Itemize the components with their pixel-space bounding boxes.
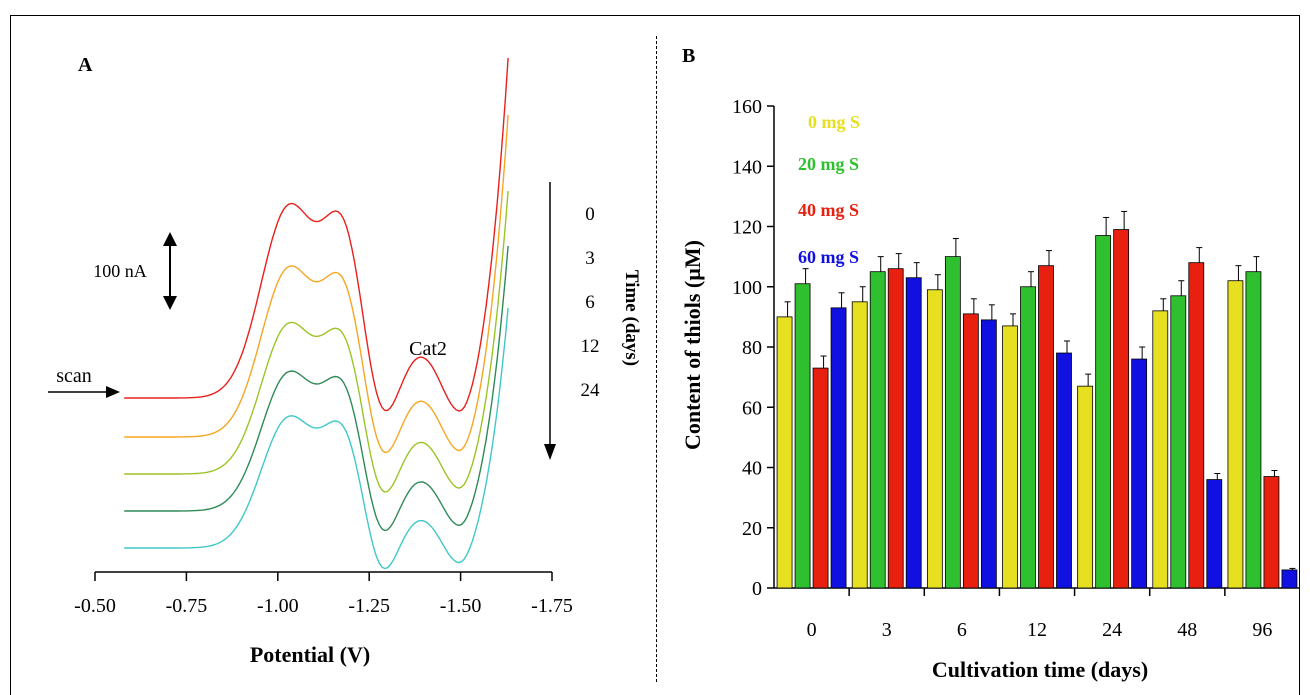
panel-a-x-tick-label: -1.75 — [531, 595, 573, 617]
bar-20-mg-S-3 — [869, 271, 886, 589]
bar-60-mg-S-12 — [1056, 352, 1072, 589]
bar-20-mg-S-6 — [944, 256, 961, 589]
time-value-24: 24 — [581, 380, 601, 401]
bar-40-mg-S-0 — [812, 367, 829, 589]
panel-a-x-tick-label: -1.50 — [440, 595, 482, 617]
scale-bar-label: 100 nA — [93, 261, 147, 281]
legend-0-mg-S: 0 mg S — [808, 112, 860, 132]
bar-60-mg-S-0 — [830, 307, 847, 589]
panel-b-y-tick-label: 100 — [732, 277, 762, 299]
panel-b-x-tick-label: 24 — [1102, 619, 1122, 641]
panel-b-y-tick-label: 60 — [742, 397, 762, 419]
time-value-6: 6 — [585, 292, 595, 313]
figure-frame — [10, 15, 1300, 695]
bar-0-mg-S-96 — [1227, 280, 1244, 589]
bar-40-mg-S-6 — [962, 313, 979, 589]
panel-b-x-tick-label: 3 — [882, 619, 892, 641]
bar-40-mg-S-12 — [1038, 265, 1054, 589]
bar-0-mg-S-24 — [1077, 385, 1094, 589]
bar-60-mg-S-96 — [1281, 569, 1298, 589]
voltammogram-curve-6 — [124, 190, 509, 493]
bar-60-mg-S-24 — [1131, 358, 1148, 589]
panel-b-y-tick-label: 140 — [732, 156, 762, 178]
panel-b-y-tick-label: 0 — [752, 578, 762, 600]
bar-40-mg-S-24 — [1113, 229, 1130, 589]
panel-b-x-tick-label: 12 — [1027, 619, 1047, 641]
bar-40-mg-S-48 — [1188, 262, 1205, 589]
bar-60-mg-S-6 — [980, 319, 997, 589]
bar-40-mg-S-96 — [1263, 476, 1280, 589]
panel-b-x-tick-label: 6 — [957, 619, 967, 641]
panel-b-x-tick-label: 96 — [1252, 619, 1272, 641]
bar-0-mg-S-48 — [1152, 310, 1169, 589]
bar-0-mg-S-3 — [851, 301, 868, 589]
panel-a-label: A — [78, 54, 93, 76]
time-value-3: 3 — [585, 248, 595, 269]
bar-20-mg-S-48 — [1170, 295, 1187, 589]
panel-a-voltammograms: -0.50 -0.75 -1.00 -1.25 -1.50 -1.75 0 3 6 12 24 — [48, 57, 601, 617]
legend-60-mg-S: 60 mg S — [798, 247, 859, 267]
time-value-0: 0 — [585, 204, 595, 225]
panel-a-x-tick-label: -1.25 — [348, 595, 390, 617]
bar-20-mg-S-0 — [794, 283, 811, 589]
panel-b-y-tick-label: 80 — [742, 337, 762, 359]
scale-bar-arrow-up — [163, 232, 177, 246]
scale-bar-arrow-down — [163, 296, 177, 310]
bar-0-mg-S-0 — [776, 316, 793, 589]
panel-b-x-tick-label: 0 — [807, 619, 817, 641]
peak-label-cat2: Cat2 — [409, 338, 447, 360]
voltammogram-curve-0 — [124, 57, 509, 412]
bar-0-mg-S-12 — [1002, 325, 1018, 589]
panel-b-ylabel: Content of thiols (µM) — [680, 240, 705, 450]
bar-20-mg-S-24 — [1095, 235, 1112, 589]
panel-b-y-tick-label: 160 — [732, 96, 762, 118]
bar-60-mg-S-3 — [905, 277, 922, 589]
time-value-12: 12 — [581, 336, 600, 357]
bar-40-mg-S-3 — [887, 268, 904, 589]
panel-b-y-tick-label: 20 — [742, 518, 762, 540]
scan-label: scan — [56, 365, 92, 387]
panel-a-xlabel: Potential (V) — [250, 642, 370, 667]
panel-a-x-tick-label: -0.75 — [166, 595, 208, 617]
panel-b-xlabel: Cultivation time (days) — [932, 657, 1148, 682]
scan-arrow-head — [106, 386, 120, 398]
bar-20-mg-S-96 — [1245, 271, 1262, 589]
time-axis-label: Time (days) — [621, 270, 642, 366]
panel-a-x-tick-label: -1.00 — [257, 595, 299, 617]
panel-b-y-tick-label: 120 — [732, 217, 762, 239]
legend-40-mg-S: 40 mg S — [798, 200, 859, 220]
bar-0-mg-S-6 — [926, 289, 943, 589]
bar-60-mg-S-48 — [1206, 479, 1223, 589]
panel-b-y-tick-label: 40 — [742, 458, 762, 480]
voltammogram-curve-24 — [124, 307, 509, 570]
bar-20-mg-S-12 — [1020, 286, 1036, 589]
panel-b-label: B — [682, 45, 695, 67]
panel-divider — [656, 36, 657, 682]
panel-b-x-tick-label: 48 — [1177, 619, 1197, 641]
legend-20-mg-S: 20 mg S — [798, 154, 859, 174]
time-arrow-head — [544, 444, 556, 460]
panel-b-bar-chart: 0 20 40 60 80 100 120 140 160 0 3 6 12 24 48 96 0 mg S 20… — [732, 96, 1300, 641]
voltammogram-curve-3 — [124, 114, 509, 454]
voltammogram-curve-12 — [124, 245, 509, 532]
panel-a-x-tick-label: -0.50 — [74, 595, 116, 617]
